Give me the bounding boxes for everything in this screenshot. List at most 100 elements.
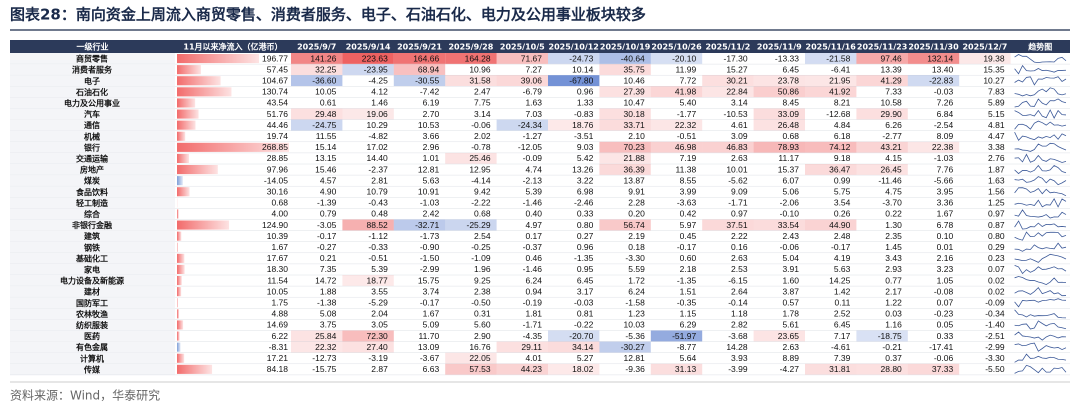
weekly-value: 0.21: [320, 253, 337, 263]
weekly-value: 3.22: [577, 175, 594, 185]
weekly-value: 2.47: [474, 87, 491, 97]
weekly-value: 164.28: [465, 53, 491, 63]
weekly-value: 0.61: [320, 98, 337, 108]
data-bar: [177, 120, 196, 130]
weekly-value: -3.99: [728, 364, 748, 374]
sparkline: [1014, 153, 1067, 163]
industry: 基础化工: [75, 253, 108, 263]
since-nov-value: 28.85: [267, 153, 289, 163]
weekly-value: 7.19: [680, 153, 697, 163]
sparkline: [1014, 120, 1067, 130]
weekly-value: -8.77: [677, 342, 697, 352]
weekly-value: 9.91: [628, 187, 645, 197]
since-nov-value: 17.67: [267, 253, 289, 263]
weekly-value: 5.08: [320, 309, 337, 319]
heat-cell: [599, 119, 651, 131]
data-bar: [177, 264, 185, 274]
heat-cell: [496, 119, 548, 131]
since-nov-value: 6.22: [271, 331, 288, 341]
industry-bg: [10, 130, 175, 142]
weekly-value: -12.05: [518, 142, 542, 152]
weekly-value: 3.38: [988, 142, 1005, 152]
heat-cell: [599, 152, 651, 164]
industry-bg: [10, 330, 175, 342]
weekly-value: 0.02: [988, 275, 1005, 285]
sparkline: [1014, 220, 1067, 230]
data-bar: [177, 209, 179, 219]
weekly-value: 10.47: [624, 98, 646, 108]
weekly-value: -3.68: [728, 331, 748, 341]
weekly-value: 19.38: [983, 53, 1005, 63]
weekly-value: 11.17: [778, 153, 799, 163]
weekly-value: 5.09: [423, 320, 440, 330]
weekly-value: -5.66: [934, 175, 954, 185]
weekly-value: -0.06: [471, 120, 491, 130]
weekly-value: 8.55: [680, 175, 697, 185]
weekly-value: 2.54: [474, 231, 491, 241]
weekly-value: 5.06: [782, 187, 799, 197]
weekly-value: 0.42: [680, 209, 697, 219]
since-nov-value: -14.05: [264, 175, 288, 185]
weekly-value: -20.10: [672, 53, 696, 63]
sparkline: [1014, 109, 1067, 119]
weekly-value: -7.42: [420, 87, 440, 97]
weekly-value: 43.21: [881, 142, 903, 152]
heat-cell: [805, 75, 857, 87]
weekly-value: 6.24: [525, 275, 542, 285]
weekly-value: 10.03: [624, 320, 646, 330]
header-cell: 2025/9/14: [346, 43, 391, 52]
weekly-value: -1.35: [677, 275, 697, 285]
data-bar: [177, 109, 199, 119]
industry-bg: [10, 352, 175, 364]
sparkline: [1014, 320, 1067, 330]
weekly-value: 2.53: [731, 264, 748, 274]
heat-cell: [805, 363, 857, 375]
heat-cell: [599, 64, 651, 76]
weekly-value: 7.75: [474, 98, 491, 108]
industry: 医药: [84, 331, 100, 341]
heat-cell: [805, 219, 857, 231]
weekly-value: 4.01: [525, 353, 542, 363]
weekly-value: 1.56: [988, 187, 1005, 197]
sparkline: [1014, 176, 1067, 186]
since-nov-value: 19.74: [267, 131, 289, 141]
weekly-value: 13.40: [932, 64, 954, 74]
weekly-value: 0.26: [834, 209, 851, 219]
weekly-value: 0.05: [937, 320, 954, 330]
weekly-value: -2.51: [985, 331, 1005, 341]
since-nov-value: 104.67: [262, 76, 288, 86]
header-cell: 2025/9/7: [297, 43, 336, 52]
weekly-value: 6.84: [937, 109, 954, 119]
header-cell: 2025/12/7: [962, 43, 1007, 52]
weekly-value: -3.19: [368, 353, 388, 363]
weekly-value: -40.64: [621, 53, 645, 63]
weekly-value: 41.92: [829, 87, 851, 97]
industry-bg: [10, 263, 175, 275]
weekly-value: 10.27: [983, 76, 1005, 86]
weekly-value: 5.59: [628, 264, 645, 274]
weekly-value: 4.47: [988, 131, 1005, 141]
heat-cell: [342, 108, 394, 120]
weekly-value: 7.83: [988, 87, 1005, 97]
data-bar: [177, 364, 213, 374]
weekly-value: 3.09: [731, 131, 748, 141]
data-bar: [177, 76, 221, 86]
weekly-value: 2.18: [680, 264, 697, 274]
industry: 建材: [83, 287, 100, 297]
industry-bg: [10, 297, 175, 309]
weekly-value: 30.21: [726, 76, 748, 86]
weekly-value: -0.50: [471, 298, 491, 308]
weekly-value: 68.94: [418, 64, 440, 74]
weekly-value: 6.78: [937, 220, 954, 230]
weekly-value: 10.91: [418, 187, 440, 197]
weekly-value: -4.61: [831, 342, 851, 352]
weekly-value: 5.39: [525, 187, 542, 197]
weekly-value: 19.06: [367, 109, 389, 119]
weekly-value: -3.63: [677, 198, 697, 208]
header-cell: 一级行业: [77, 42, 109, 52]
weekly-value: 31.81: [829, 364, 851, 374]
heat-cell: [856, 330, 908, 342]
header-cell: 2025/9/21: [397, 43, 442, 52]
heat-cell: [805, 53, 857, 65]
sparkline: [1014, 209, 1067, 219]
